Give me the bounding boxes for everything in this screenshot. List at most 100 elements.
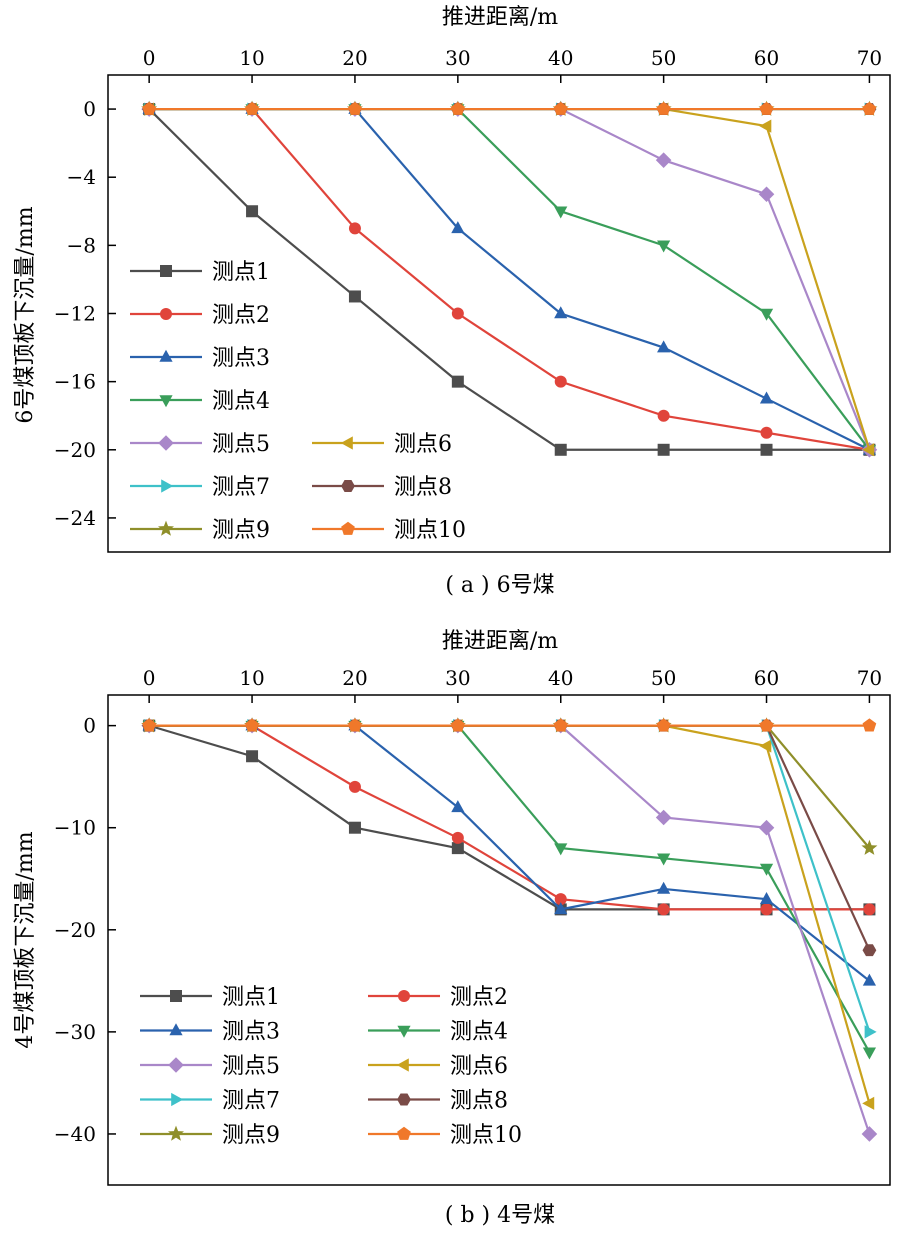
x-tick-label: 30 [445,46,470,70]
data-point [554,893,567,906]
legend-label: 测点3 [212,346,270,371]
data-point [657,443,670,456]
x-tick-label: 60 [754,46,779,70]
y-tick-label: −40 [54,1122,96,1146]
legend-marker [397,1025,411,1038]
data-point [245,101,259,115]
legend-label: 测点4 [212,389,270,414]
data-point [759,391,774,404]
legend-label: 测点10 [394,518,466,543]
data-point [862,443,875,457]
y-tick-label: −30 [54,1020,96,1044]
x-tick-label: 50 [651,666,676,690]
x-tick-label: 0 [143,46,156,70]
legend-marker [397,1093,411,1106]
legend-item: 测点1 [130,260,270,285]
data-point [863,903,876,916]
data-point [655,152,672,168]
data-point [759,101,774,115]
chart-panel-b: 0 10 20 30 40 50 60 70 0−10−20−30−40 测点1测点3测点5测… [13,629,891,1228]
legend-marker [158,435,174,451]
data-point [553,718,568,732]
x-axis: 0 10 20 30 40 50 60 70 [143,666,882,703]
data-point [759,863,774,876]
legend-label: 测点8 [450,1089,508,1114]
y-tick-label: −10 [54,816,96,840]
legend-marker [341,480,355,492]
legend-marker [169,1023,183,1036]
data-point [142,718,157,732]
x-tick-label: 60 [754,666,779,690]
legend-marker [171,1092,184,1107]
legend-marker [170,990,182,1002]
data-point [554,375,567,388]
legend-item: 测点7 [140,1089,280,1114]
y-tick-label: −16 [54,370,96,394]
legend-label: 测点2 [212,303,270,328]
data-point [657,409,670,422]
legend: 测点1 测点3 测点5 测点7 测点9 测点2 测点4 测点6 测点8 测点10 [140,985,522,1148]
legend-label: 测点1 [222,985,280,1010]
legend-item: 测点3 [130,346,270,371]
series-line [149,107,870,451]
x-tick-label: 10 [239,46,264,70]
data-point [142,101,157,115]
data-point [759,739,772,753]
legend-item: 测点2 [130,303,270,328]
data-point [348,780,361,793]
legend-label: 测点7 [222,1089,280,1114]
data-point [246,750,259,763]
legend-label: 测点6 [450,1054,508,1079]
data-point [348,101,362,115]
legend-marker [159,395,173,408]
data-point [451,842,464,855]
legend-marker [158,520,174,536]
x-tick-label: 0 [143,666,156,690]
data-point [348,290,361,303]
legend-marker [397,1126,411,1140]
y-axis: 0 −4 −8 −12 −16 −20 −24 [54,97,116,530]
series-line [148,108,870,451]
legend-item: 测点3 [140,1020,280,1045]
legend-item: 测点4 [368,1020,508,1045]
data-point [759,891,774,904]
legend-item: 测点8 [312,475,452,500]
y-tick-label: −12 [54,302,96,326]
series-layer [141,100,878,458]
data-point [759,308,774,321]
legend-label: 测点3 [222,1020,280,1045]
legend-label: 测点5 [212,432,270,457]
data-point [348,718,362,732]
data-point [862,718,877,732]
y-tick-label: −20 [54,918,96,942]
legend-label: 测点7 [212,475,270,500]
data-point [657,881,671,894]
data-point [554,843,568,856]
x-tick-label: 70 [857,46,882,70]
legend-marker [340,436,353,450]
legend-label: 测点9 [212,518,270,543]
legend-item: 测点5 [140,1054,280,1079]
data-point [246,205,259,218]
chart-caption: ( a ) 6号煤 [445,573,554,598]
legend-label: 测点6 [394,432,452,457]
legend-marker [168,1125,184,1141]
legend-label: 测点8 [394,475,452,500]
legend-item: 测点10 [368,1123,522,1148]
x-tick-label: 40 [548,666,573,690]
x-tick-label: 50 [651,46,676,70]
x-tick-label: 30 [445,666,470,690]
legend-item: 测点1 [140,985,280,1010]
x-axis: 0 10 20 30 40 50 60 70 [143,46,882,83]
data-point [450,101,465,115]
data-point [760,426,773,439]
chart-panel-a: 0 10 20 30 40 50 60 70 0 −4 −8 −12 −16 −20 −24 测点1 测点2… [13,5,891,598]
y-tick-label: −8 [67,233,96,257]
data-point [656,101,671,115]
legend-item: 测点10 [312,518,466,543]
data-point [348,821,361,834]
y-axis-title: 6号煤顶板下沉量/mm [13,206,38,423]
data-point [864,1025,877,1039]
y-axis: 0 −10 −20 −30 −40 [54,714,116,1146]
